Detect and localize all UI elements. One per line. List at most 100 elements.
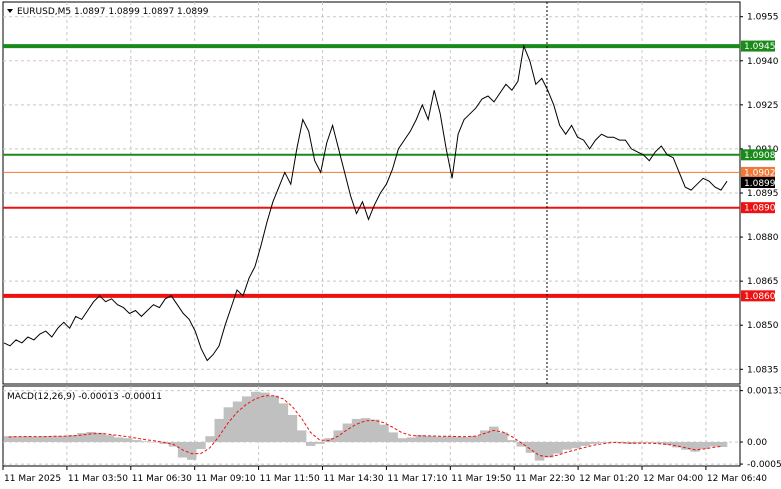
current-price-box: [741, 177, 775, 188]
macd-bar: [507, 440, 517, 442]
y-tick-label: 1.0850: [747, 321, 779, 331]
macd-bar: [251, 391, 261, 442]
macd-bar: [241, 396, 252, 442]
x-tick-label: 12 Mar 06:40: [707, 474, 767, 484]
macd-bar: [589, 442, 600, 444]
macd-bar: [287, 415, 298, 443]
macd-bar: [534, 442, 545, 461]
macd-panel: MACD(12,26,9) -0.00013 -0.00011: [2, 385, 741, 467]
macd-bar: [681, 442, 691, 450]
level-label: 1.0902: [744, 168, 776, 178]
macd-bar: [644, 442, 655, 443]
macd-tick-label: 0.00: [747, 438, 767, 448]
level-label: 1.0860: [744, 292, 776, 302]
macd-bar: [580, 442, 591, 446]
macd-bar: [306, 442, 316, 446]
macd-bar: [370, 419, 380, 442]
dropdown-triangle-icon[interactable]: [7, 9, 13, 13]
price-line: [3, 44, 728, 362]
macd-bar: [525, 442, 536, 453]
level-tag: [741, 40, 775, 52]
macd-tick-label: -0.00057: [747, 460, 781, 470]
macd-bar: [717, 442, 728, 447]
macd-bar: [571, 442, 581, 449]
header-text: EURUSD,M5 1.0897 1.0899 1.0897 1.0899: [17, 7, 209, 17]
macd-bar: [699, 442, 709, 449]
macd-bar: [315, 442, 325, 444]
macd-bar: [269, 395, 279, 443]
macd-bar: [40, 436, 51, 442]
x-tick-label: 12 Mar 04:00: [643, 474, 703, 484]
macd-bar: [379, 424, 389, 442]
macd-bar: [141, 441, 151, 443]
level-label: 1.0890: [744, 204, 776, 214]
level-tag: [741, 166, 775, 178]
macd-bar: [360, 418, 371, 443]
y-tick-label: 1.0835: [747, 365, 779, 375]
x-tick-label: 11 Mar 03:50: [68, 474, 128, 484]
macd-bar: [187, 442, 197, 460]
macd-bar: [49, 436, 60, 442]
macd-bar: [635, 442, 645, 444]
macd-bar: [13, 436, 23, 442]
macd-bar: [58, 435, 69, 443]
macd-signal-line: [8, 395, 723, 458]
macd-bar: [4, 436, 14, 442]
macd-bar: [452, 436, 462, 442]
x-tick-label: 11 Mar 11:50: [260, 474, 320, 484]
macd-bar: [406, 437, 417, 442]
macd-bar: [662, 442, 673, 446]
macd-bar: [132, 440, 142, 442]
macd-bar: [31, 436, 41, 442]
macd-bar: [351, 418, 362, 443]
macd-bar: [415, 435, 426, 443]
y-tick-label: 1.0925: [747, 101, 779, 111]
macd-label: MACD(12,26,9) -0.00013 -0.00011: [7, 392, 162, 402]
macd-bar: [104, 435, 115, 443]
macd-bar: [388, 432, 398, 443]
macd-bar: [553, 442, 563, 454]
x-tick-label: 11 Mar 14:30: [324, 474, 384, 484]
macd-bar: [342, 423, 353, 443]
macd-bar: [260, 392, 270, 443]
macd-bar: [214, 418, 224, 443]
x-tick-label: 11 Mar 22:30: [515, 474, 575, 484]
macd-tick-label: 0.00133: [747, 387, 781, 397]
macd-axis: 0.00133 0.00 -0.00057: [740, 387, 781, 470]
price-axis: 1.09551.09401.09251.09101.08951.08801.08…: [740, 13, 779, 375]
macd-bar: [196, 442, 206, 449]
macd-bar: [544, 442, 554, 458]
price-levels: [3, 44, 740, 298]
x-tick-label: 11 Mar 09:10: [196, 474, 256, 484]
macd-bar: [672, 442, 682, 448]
macd-bar: [223, 407, 234, 443]
macd-bar: [278, 403, 289, 442]
y-tick-label: 1.0865: [747, 277, 779, 287]
macd-bar: [617, 442, 627, 444]
macd-bar: [397, 438, 407, 443]
main-plot: EURUSD,M5 1.0897 1.0899 1.0897 1.0899: [2, 1, 741, 466]
x-tick-label: 12 Mar 01:20: [579, 474, 639, 484]
macd-bar: [516, 442, 526, 447]
macd-bar: [598, 442, 609, 443]
level-label: 1.0908: [744, 151, 776, 161]
chart-header: EURUSD,M5 1.0897 1.0899 1.0897 1.0899: [7, 7, 209, 17]
macd-bar: [95, 432, 105, 443]
y-tick-label: 1.0895: [747, 189, 779, 199]
macd-bar: [296, 430, 307, 442]
macd-histogram: [4, 391, 728, 461]
macd-bar: [123, 438, 133, 443]
level-tag: [741, 149, 775, 161]
main-grid: [3, 2, 740, 384]
current-price-tag: 1.0899: [741, 177, 776, 189]
macd-bar: [159, 442, 170, 444]
macd-bar: [461, 437, 472, 442]
macd-bar: [608, 442, 618, 443]
macd-bar: [470, 435, 481, 443]
macd-bar: [205, 436, 215, 442]
level-tag: [741, 202, 775, 214]
macd-bar: [232, 401, 243, 443]
macd-bar: [489, 426, 499, 443]
current-price-label: 1.0899: [744, 179, 776, 189]
